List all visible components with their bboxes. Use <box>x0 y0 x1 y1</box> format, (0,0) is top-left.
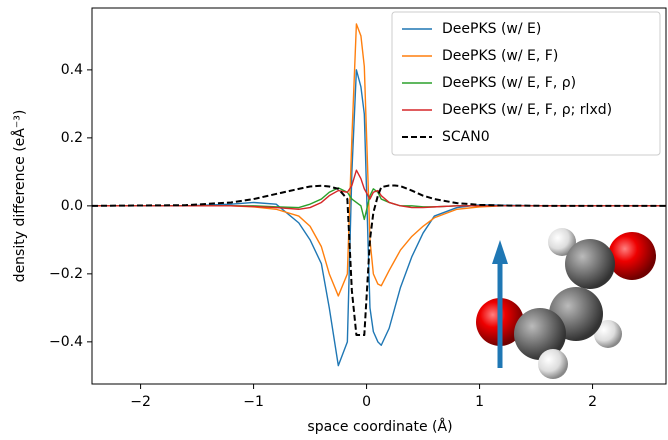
legend-label: SCAN0 <box>442 129 490 145</box>
series-line <box>92 23 666 297</box>
y-tick-label: 0.0 <box>61 198 83 214</box>
series-line <box>92 169 666 210</box>
y-axis-label: density difference (eÅ⁻³) <box>11 110 28 283</box>
series-line <box>92 69 666 367</box>
x-tick-label: −1 <box>243 394 264 410</box>
x-tick-label: 1 <box>475 394 484 410</box>
x-axis-label: space coordinate (Å) <box>307 418 452 435</box>
series-line <box>92 184 666 337</box>
y-tick-label: −0.4 <box>49 334 83 350</box>
legend-label: DeePKS (w/ E, F, ρ; rlxd) <box>442 102 612 118</box>
x-tick-label: 0 <box>362 394 371 410</box>
legend-label: DeePKS (w/ E) <box>442 21 541 37</box>
y-tick-label: 0.2 <box>61 130 83 146</box>
x-tick-label: −2 <box>130 394 151 410</box>
y-tick-label: 0.4 <box>61 62 83 78</box>
plot-frame <box>91 7 667 385</box>
molecule <box>476 228 656 379</box>
x-tick-label: 2 <box>588 394 597 410</box>
y-tick-label: −0.2 <box>49 266 83 282</box>
legend-label: DeePKS (w/ E, F) <box>442 48 558 64</box>
plot-area <box>92 23 666 367</box>
legend-label: DeePKS (w/ E, F, ρ) <box>442 75 576 91</box>
legend-box <box>391 11 661 156</box>
